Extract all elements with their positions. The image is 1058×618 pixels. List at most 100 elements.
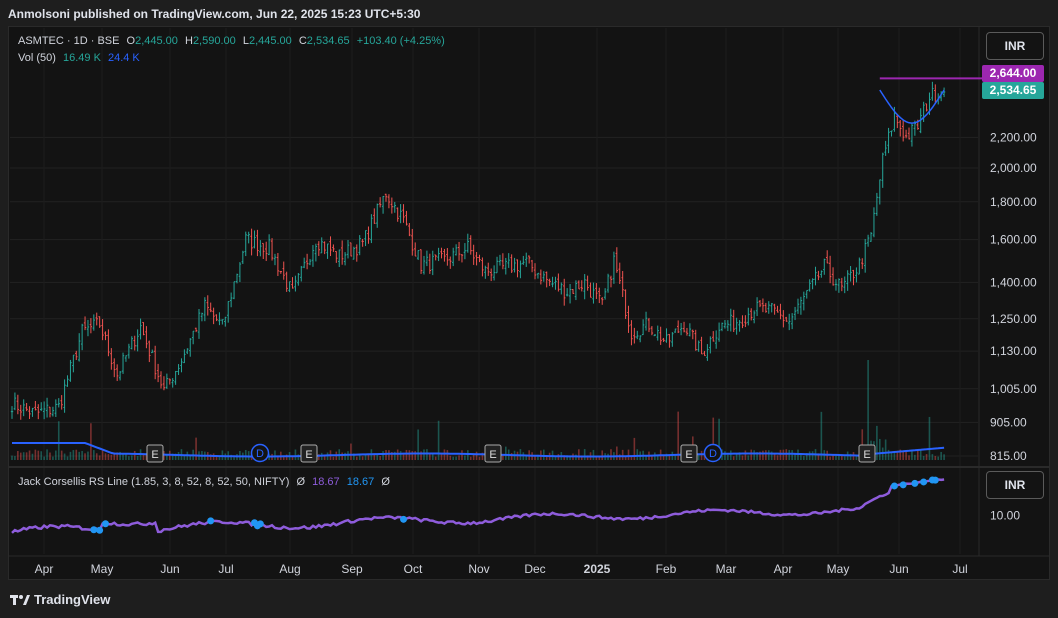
volume-bar [940, 451, 942, 460]
volume-bar [502, 453, 504, 460]
volume-bar [727, 454, 729, 460]
dividend-marker-icon [250, 443, 270, 463]
volume-ma-line [12, 442, 945, 458]
volume-bar [458, 455, 460, 460]
volume-bar [592, 449, 595, 460]
volume-bar [78, 451, 81, 460]
earnings-marker-icon [858, 444, 876, 463]
volume-bar [452, 456, 455, 460]
volume-bar [317, 454, 320, 460]
volume-bar [908, 455, 910, 460]
rs-new-high-dot [890, 482, 898, 490]
y-tick-label: 1,130.00 [990, 344, 1037, 358]
volume-bar [469, 456, 472, 460]
volume-bar [884, 439, 887, 460]
volume-bar [431, 454, 434, 460]
volume-bar [393, 451, 396, 460]
volume-bar [475, 451, 478, 460]
volume-bar [414, 451, 417, 460]
volume-bar [841, 456, 843, 460]
volume-bar [580, 455, 583, 460]
volume-bar [17, 450, 19, 460]
volume-bar [735, 454, 738, 460]
volume-bar [510, 453, 513, 460]
volume-bar [367, 454, 370, 460]
volume-bar [107, 453, 110, 460]
earnings-marker-letter: E [685, 449, 692, 461]
volume-bar [943, 454, 945, 460]
volume-bar [545, 456, 548, 460]
earnings-marker-letter: E [305, 449, 312, 461]
volume-bar [665, 453, 668, 460]
vol-ma-value: 24.4 K [107, 52, 140, 64]
volume-bar [233, 456, 235, 460]
volume-bar [753, 450, 755, 460]
volume-bar [423, 449, 425, 460]
volume-bar [57, 421, 60, 460]
volume-bar [440, 452, 443, 460]
earnings-marker-icon [680, 444, 698, 463]
volume-bar [399, 451, 402, 460]
volume-bar [291, 456, 294, 460]
volume-bar [902, 451, 904, 460]
volume-bar [101, 450, 104, 460]
level-price-tag: 2,644.00 [982, 65, 1044, 82]
volume-bar [636, 449, 639, 460]
volume-bar [732, 456, 735, 460]
currency-button-main[interactable]: INR [986, 32, 1044, 60]
volume-bar [563, 455, 566, 460]
volume-bar [52, 456, 54, 460]
rs-new-high-dot [207, 517, 215, 525]
x-tick-label: Apr [774, 562, 793, 576]
volume-bar [443, 449, 446, 460]
volume-bar [890, 452, 893, 460]
volume-bar [95, 453, 98, 460]
x-tick-label: Dec [524, 562, 545, 576]
currency-button-rs[interactable]: INR [986, 471, 1044, 499]
volume-bar [215, 455, 218, 460]
x-tick-label: Apr [35, 562, 54, 576]
volume-bar [408, 450, 411, 460]
volume-bar [838, 453, 840, 460]
volume-bar [741, 455, 744, 460]
volume-bar [63, 453, 66, 460]
dividend-marker-icon [703, 443, 723, 463]
tradingview-footer[interactable]: TradingView [10, 592, 110, 607]
open-label: O [126, 35, 136, 47]
earnings-marker-icon [300, 444, 318, 463]
volume-bar [34, 449, 37, 460]
x-tick-label: May [91, 562, 114, 576]
volume-bar [40, 451, 43, 460]
volume-bar [805, 453, 808, 460]
volume-bar [116, 452, 118, 460]
volume-bar [738, 452, 741, 460]
volume-bar [788, 449, 791, 460]
volume-bar [928, 416, 931, 460]
volume-bar [820, 411, 823, 460]
volume-bar [712, 417, 715, 460]
volume-bar [762, 450, 764, 460]
x-tick-label: Mar [716, 562, 737, 576]
volume-bar [122, 453, 124, 460]
volume-bar [455, 456, 457, 460]
rs-name: Jack Corsellis RS Line (1.85, 3, 8, 52, … [18, 476, 290, 488]
volume-bar [136, 456, 139, 460]
volume-bar [189, 454, 192, 460]
volume-bar [133, 450, 136, 460]
close-value: 2,534.65 [306, 35, 350, 47]
price-ma-line [879, 89, 945, 124]
last-price-tag: 2,534.65 [982, 82, 1044, 99]
volume-bar [674, 455, 677, 460]
volume-bar [922, 455, 925, 460]
rs-legend: Jack Corsellis RS Line (1.85, 3, 8, 52, … [18, 476, 394, 488]
volume-bar [779, 449, 782, 460]
change-value: +103.40 (+4.25%) [356, 35, 445, 47]
volume-bar [911, 449, 913, 460]
x-tick-label: Sep [341, 562, 363, 576]
volume-bar [867, 360, 869, 460]
chart-frame[interactable] [8, 26, 1050, 580]
volume-bar [566, 455, 568, 460]
rs-new-high-dot [911, 479, 919, 487]
volume-bar [31, 453, 34, 460]
